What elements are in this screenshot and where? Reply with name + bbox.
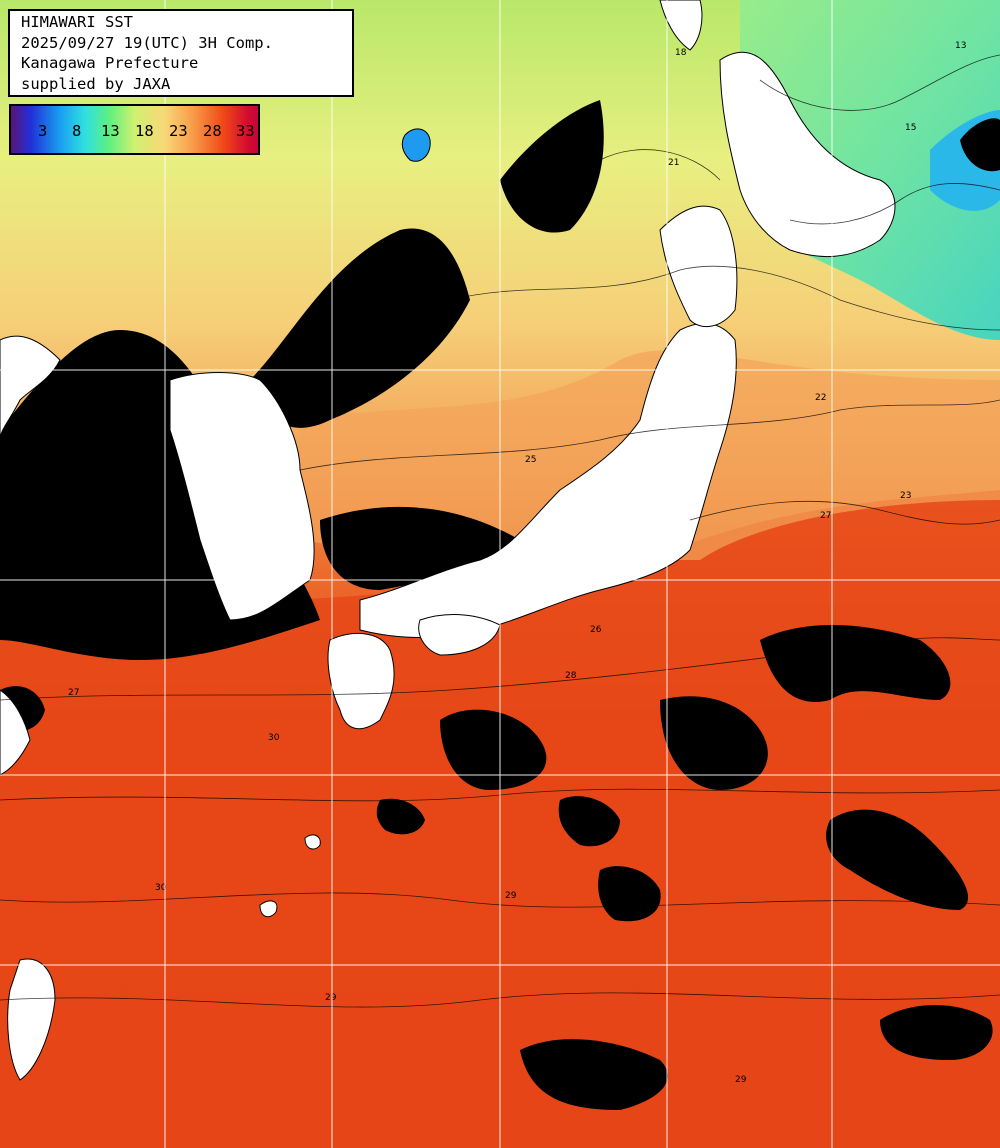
legend-tick: 28 xyxy=(203,122,222,140)
map-datetime: 2025/09/27 19(UTC) 3H Comp. xyxy=(21,33,273,52)
tohoku xyxy=(659,205,738,328)
island-ryukyu-2 xyxy=(259,900,278,918)
contour-label: 23 xyxy=(900,491,911,501)
contour-label: 29 xyxy=(735,1075,747,1085)
land-areas xyxy=(0,0,896,1081)
contour-label: 18 xyxy=(675,48,687,58)
contour-label: 30 xyxy=(155,883,167,893)
island-sea-of-japan xyxy=(401,128,431,162)
legend-tick: 13 xyxy=(101,122,120,140)
contour-label: 28 xyxy=(565,671,577,681)
map-credit: supplied by JAXA xyxy=(21,74,171,93)
contour-label: 13 xyxy=(955,41,966,51)
contour-label: 29 xyxy=(505,891,517,901)
contour-label: 21 xyxy=(668,158,679,168)
map-region: Kanagawa Prefecture xyxy=(21,54,199,72)
legend-tick: 18 xyxy=(135,122,154,140)
contour-label: 25 xyxy=(525,455,536,465)
contour-label: 29 xyxy=(325,993,337,1003)
contour-label: 26 xyxy=(590,625,602,635)
contour-label: 27 xyxy=(820,511,831,521)
taiwan xyxy=(7,958,56,1081)
asian-mainland xyxy=(0,335,61,441)
contour-label: 22 xyxy=(815,393,826,403)
map-title: HIMAWARI SST xyxy=(21,13,133,31)
legend-tick: 8 xyxy=(72,122,82,140)
hokkaido xyxy=(719,51,896,258)
contour-label: 27 xyxy=(68,688,79,698)
cold-sea-zone xyxy=(740,0,1000,340)
legend-tick: 23 xyxy=(169,122,188,140)
china-coast xyxy=(0,689,31,776)
honshu xyxy=(359,322,737,638)
legend-tick: 3 xyxy=(38,122,48,140)
contour-label: 15 xyxy=(905,123,916,133)
contour-label-group: 21 22 23 25 26 27 28 29 30 13 15 18 29 2… xyxy=(68,41,966,1085)
info-box: HIMAWARI SST 2025/09/27 19(UTC) 3H Comp.… xyxy=(8,9,354,97)
shikoku xyxy=(418,614,501,656)
legend-tick: 33 xyxy=(236,122,255,140)
island-sakhalin-tip xyxy=(659,0,703,51)
temperature-color-legend: 3 8 13 18 23 28 33 xyxy=(9,104,260,155)
island-ryukyu-1 xyxy=(304,834,321,850)
contour-label: 30 xyxy=(268,733,280,743)
